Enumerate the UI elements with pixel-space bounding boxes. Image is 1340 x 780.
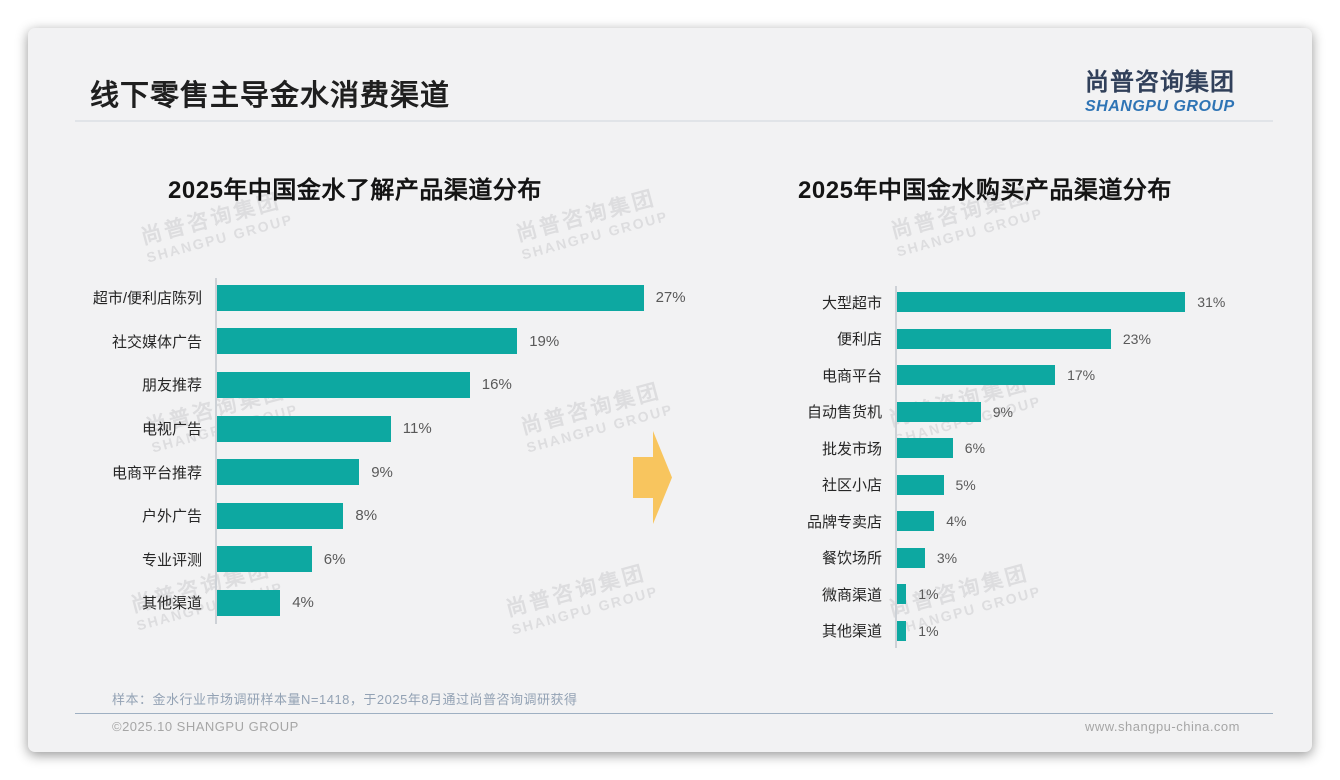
transition-arrow-icon <box>633 431 673 524</box>
category-label: 社交媒体广告 <box>111 333 202 351</box>
category-label: 超市/便利店陈列 <box>92 290 202 308</box>
awareness-channels-chart: 超市/便利店陈列 27% 社交媒体广告 19% 朋友推荐 16% 电视广告 11% 电商平台推荐… <box>80 276 720 626</box>
bar <box>217 328 518 355</box>
footer-copyright: ©2025.10 SHANGPU GROUP <box>112 719 299 734</box>
category-label: 品牌专卖店 <box>806 513 882 531</box>
value-label: 5% <box>955 476 976 493</box>
chart-row: 电商平台推荐 9% <box>80 450 720 494</box>
footer-divider <box>75 713 1273 714</box>
value-label: 11% <box>402 420 432 438</box>
category-label: 其他渠道 <box>821 623 882 641</box>
bar <box>897 511 935 532</box>
bar <box>897 438 953 459</box>
bar <box>897 365 1056 386</box>
bar <box>217 459 360 486</box>
chart-row: 餐饮场所 3% <box>770 540 1260 577</box>
value-label: 6% <box>964 440 986 457</box>
value-label: 4% <box>946 513 967 530</box>
category-label: 电视广告 <box>141 421 202 439</box>
watermark-english-text: SHANGPU GROUP <box>519 207 670 263</box>
bar <box>897 474 944 495</box>
chart-row: 其他渠道 1% <box>770 613 1260 650</box>
value-label: 8% <box>355 507 378 525</box>
bar <box>217 589 281 616</box>
company-logo: 尚普咨询集团 SHANGPU GROUP <box>1085 62 1255 116</box>
slide-card: 尚普咨询集团 SHANGPU GROUP 尚普咨询集团 SHANGPU GROUP 尚普… <box>28 28 1312 752</box>
bar <box>217 502 344 529</box>
value-label: 17% <box>1067 367 1096 384</box>
title-divider <box>75 120 1273 122</box>
value-label: 23% <box>1122 330 1151 347</box>
chart-row: 品牌专卖店 4% <box>770 503 1260 540</box>
watermark-english-text: SHANGPU GROUP <box>144 210 295 266</box>
chart-row: 社交媒体广告 19% <box>80 320 720 364</box>
category-label: 朋友推荐 <box>141 377 202 395</box>
chart-row: 专业评测 6% <box>80 538 720 582</box>
value-label: 27% <box>655 289 686 307</box>
value-label: 9% <box>371 463 393 481</box>
chart-row: 大型超市 31% <box>770 284 1260 321</box>
bar <box>897 584 907 605</box>
value-label: 6% <box>323 550 346 568</box>
chart-row: 电视广告 11% <box>80 407 720 451</box>
bar <box>897 620 907 641</box>
bar <box>217 284 644 311</box>
value-label: 1% <box>918 586 939 603</box>
category-label: 其他渠道 <box>141 595 202 613</box>
chart-row: 户外广告 8% <box>80 494 720 538</box>
chart-row: 超市/便利店陈列 27% <box>80 276 720 320</box>
bar <box>217 415 391 442</box>
bar <box>217 546 312 573</box>
chart-row: 社区小店 5% <box>770 467 1260 504</box>
chart-row: 微商渠道 1% <box>770 576 1260 613</box>
footer-website: www.shangpu-china.com <box>1084 719 1240 734</box>
logo-chinese-text: 尚普咨询集团 <box>1085 69 1235 96</box>
category-label: 大型超市 <box>821 294 882 312</box>
purchase-channels-chart: 大型超市 31% 便利店 23% 电商平台 17% 自动售货机 9% 批发市场 6% 社区小店 5% 品… <box>770 284 1260 650</box>
category-axis-line <box>895 286 897 648</box>
category-label: 便利店 <box>836 331 882 349</box>
category-label: 自动售货机 <box>806 404 882 422</box>
chart-row: 电商平台 17% <box>770 357 1260 394</box>
bar <box>897 292 1186 313</box>
chart-row: 自动售货机 9% <box>770 394 1260 431</box>
awareness-chart-title: 2025年中国金水了解产品渠道分布 <box>168 177 542 204</box>
watermark-english-text: SHANGPU GROUP <box>894 204 1045 260</box>
value-label: 31% <box>1197 294 1226 311</box>
slide-title: 线下零售主导金水消费渠道 <box>90 80 451 112</box>
logo-english-text: SHANGPU GROUP <box>1085 98 1235 115</box>
bar <box>897 547 925 568</box>
value-label: 16% <box>481 376 512 394</box>
bar <box>217 371 470 398</box>
category-label: 社区小店 <box>821 477 882 495</box>
bar <box>897 328 1111 349</box>
chart-row: 便利店 23% <box>770 321 1260 358</box>
category-label: 专业评测 <box>141 551 202 569</box>
value-label: 9% <box>992 403 1013 420</box>
value-label: 19% <box>529 332 560 350</box>
chart-row: 朋友推荐 16% <box>80 363 720 407</box>
category-axis-line <box>215 278 217 624</box>
value-label: 1% <box>918 622 939 639</box>
bar <box>897 401 981 422</box>
category-label: 批发市场 <box>821 440 882 458</box>
chart-row: 其他渠道 4% <box>80 581 720 625</box>
value-label: 3% <box>936 549 958 566</box>
category-label: 餐饮场所 <box>821 550 882 568</box>
sample-footnote: 样本：金水行业市场调研样本量N=1418，于2025年8月通过尚普咨询调研获得 <box>112 692 578 707</box>
category-label: 电商平台推荐 <box>111 464 202 482</box>
value-label: 4% <box>292 594 314 612</box>
category-label: 电商平台 <box>821 367 882 385</box>
category-label: 户外广告 <box>141 508 202 526</box>
category-label: 微商渠道 <box>821 586 882 604</box>
chart-row: 批发市场 6% <box>770 430 1260 467</box>
purchase-chart-title: 2025年中国金水购买产品渠道分布 <box>798 177 1172 204</box>
